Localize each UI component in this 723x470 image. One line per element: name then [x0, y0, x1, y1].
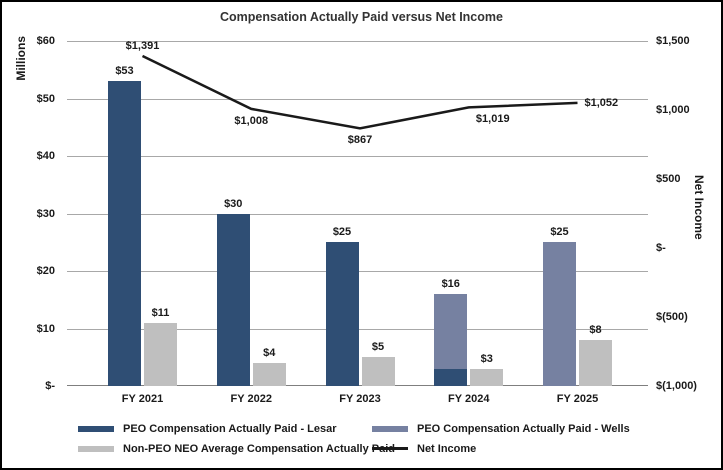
- bar-value-label: $3: [480, 352, 493, 365]
- left-axis-tick: $20: [36, 265, 55, 277]
- x-axis-label: FY 2023: [339, 393, 381, 405]
- bar-value-label: $5: [371, 341, 385, 354]
- line-value-label: $1,019: [475, 113, 510, 126]
- legend-swatch-nonpeo: [78, 445, 114, 452]
- bar-segment-nonpeo: [252, 363, 286, 386]
- bar-segment-nonpeo: [470, 368, 504, 386]
- legend-label-lesar: PEO Compensation Actually Paid - Lesar: [123, 422, 337, 435]
- bar-segment-nonpeo: [361, 357, 395, 386]
- right-axis-tick: $-: [656, 242, 666, 254]
- bar-segment-wells: [434, 294, 468, 369]
- legend-swatch-net-income: [372, 447, 408, 450]
- bar-value-label: $11: [151, 306, 170, 319]
- legend-label-net-income: Net Income: [417, 442, 477, 455]
- line-value-label: $1,008: [234, 114, 269, 127]
- right-axis-tick: $(500): [656, 311, 688, 323]
- legend-label-nonpeo: Non-PEO NEO Average Compensation Actuall…: [123, 442, 395, 455]
- gridline: [67, 156, 648, 157]
- right-axis-tick: $1,000: [656, 104, 690, 116]
- bar-segment-nonpeo: [144, 322, 177, 386]
- gridline: [67, 98, 648, 100]
- legend-item-net-income: Net Income: [372, 442, 476, 455]
- bar-value-label: $25: [332, 226, 352, 239]
- line-value-label: $867: [347, 134, 373, 147]
- right-axis-tick: $500: [656, 173, 681, 185]
- left-axis-tick: $30: [36, 207, 55, 220]
- x-axis-label: FY 2022: [230, 393, 272, 405]
- line-value-label: $1,052: [584, 96, 619, 109]
- bar-value-label: $25: [550, 226, 569, 239]
- legend-item-lesar: PEO Compensation Actually Paid - Lesar: [78, 422, 337, 435]
- right-axis-title: Net Income: [692, 175, 706, 240]
- line-value-label: $1,391: [125, 40, 160, 53]
- bar-segment-nonpeo: [579, 340, 612, 386]
- bar-segment-wells: [543, 242, 576, 386]
- bar-segment-lesar: [434, 368, 468, 386]
- plot-area: $53 $11 $30 $4 $25 $5 $16 $3 $25 $8 $1,391 $1,008 $8…: [67, 40, 648, 386]
- x-axis-label: FY 2025: [556, 393, 599, 405]
- legend-item-wells: PEO Compensation Actually Paid - Wells: [372, 422, 630, 435]
- left-axis-tick: $60: [36, 35, 55, 47]
- bar-value-label: $4: [263, 347, 276, 359]
- chart-title: Compensation Actually Paid versus Net In…: [220, 10, 503, 24]
- bar-segment-lesar: [325, 242, 359, 386]
- left-axis-tick: $10: [36, 322, 55, 335]
- bar-value-label: $30: [224, 197, 243, 210]
- bar-value-label: $53: [115, 65, 134, 78]
- left-axis-tick: $-: [45, 380, 55, 392]
- right-axis-tick: $1,500: [656, 35, 690, 47]
- right-axis-tick: $(1,000): [656, 380, 697, 392]
- legend-item-nonpeo: Non-PEO NEO Average Compensation Actuall…: [78, 442, 395, 455]
- legend-label-wells: PEO Compensation Actually Paid - Wells: [417, 422, 630, 435]
- bar-value-label: $8: [589, 324, 602, 336]
- x-axis-label: FY 2021: [121, 393, 164, 405]
- bar-segment-lesar: [108, 81, 141, 386]
- bar-segment-lesar: [216, 213, 250, 386]
- left-axis-tick: $40: [36, 150, 55, 162]
- legend-swatch-wells: [372, 425, 408, 432]
- left-axis-tick: $50: [36, 92, 55, 105]
- gridline: [67, 41, 648, 42]
- legend-swatch-lesar: [78, 425, 114, 432]
- x-axis-label: FY 2024: [448, 393, 490, 405]
- gridline: [67, 213, 648, 215]
- bar-value-label: $16: [441, 278, 460, 290]
